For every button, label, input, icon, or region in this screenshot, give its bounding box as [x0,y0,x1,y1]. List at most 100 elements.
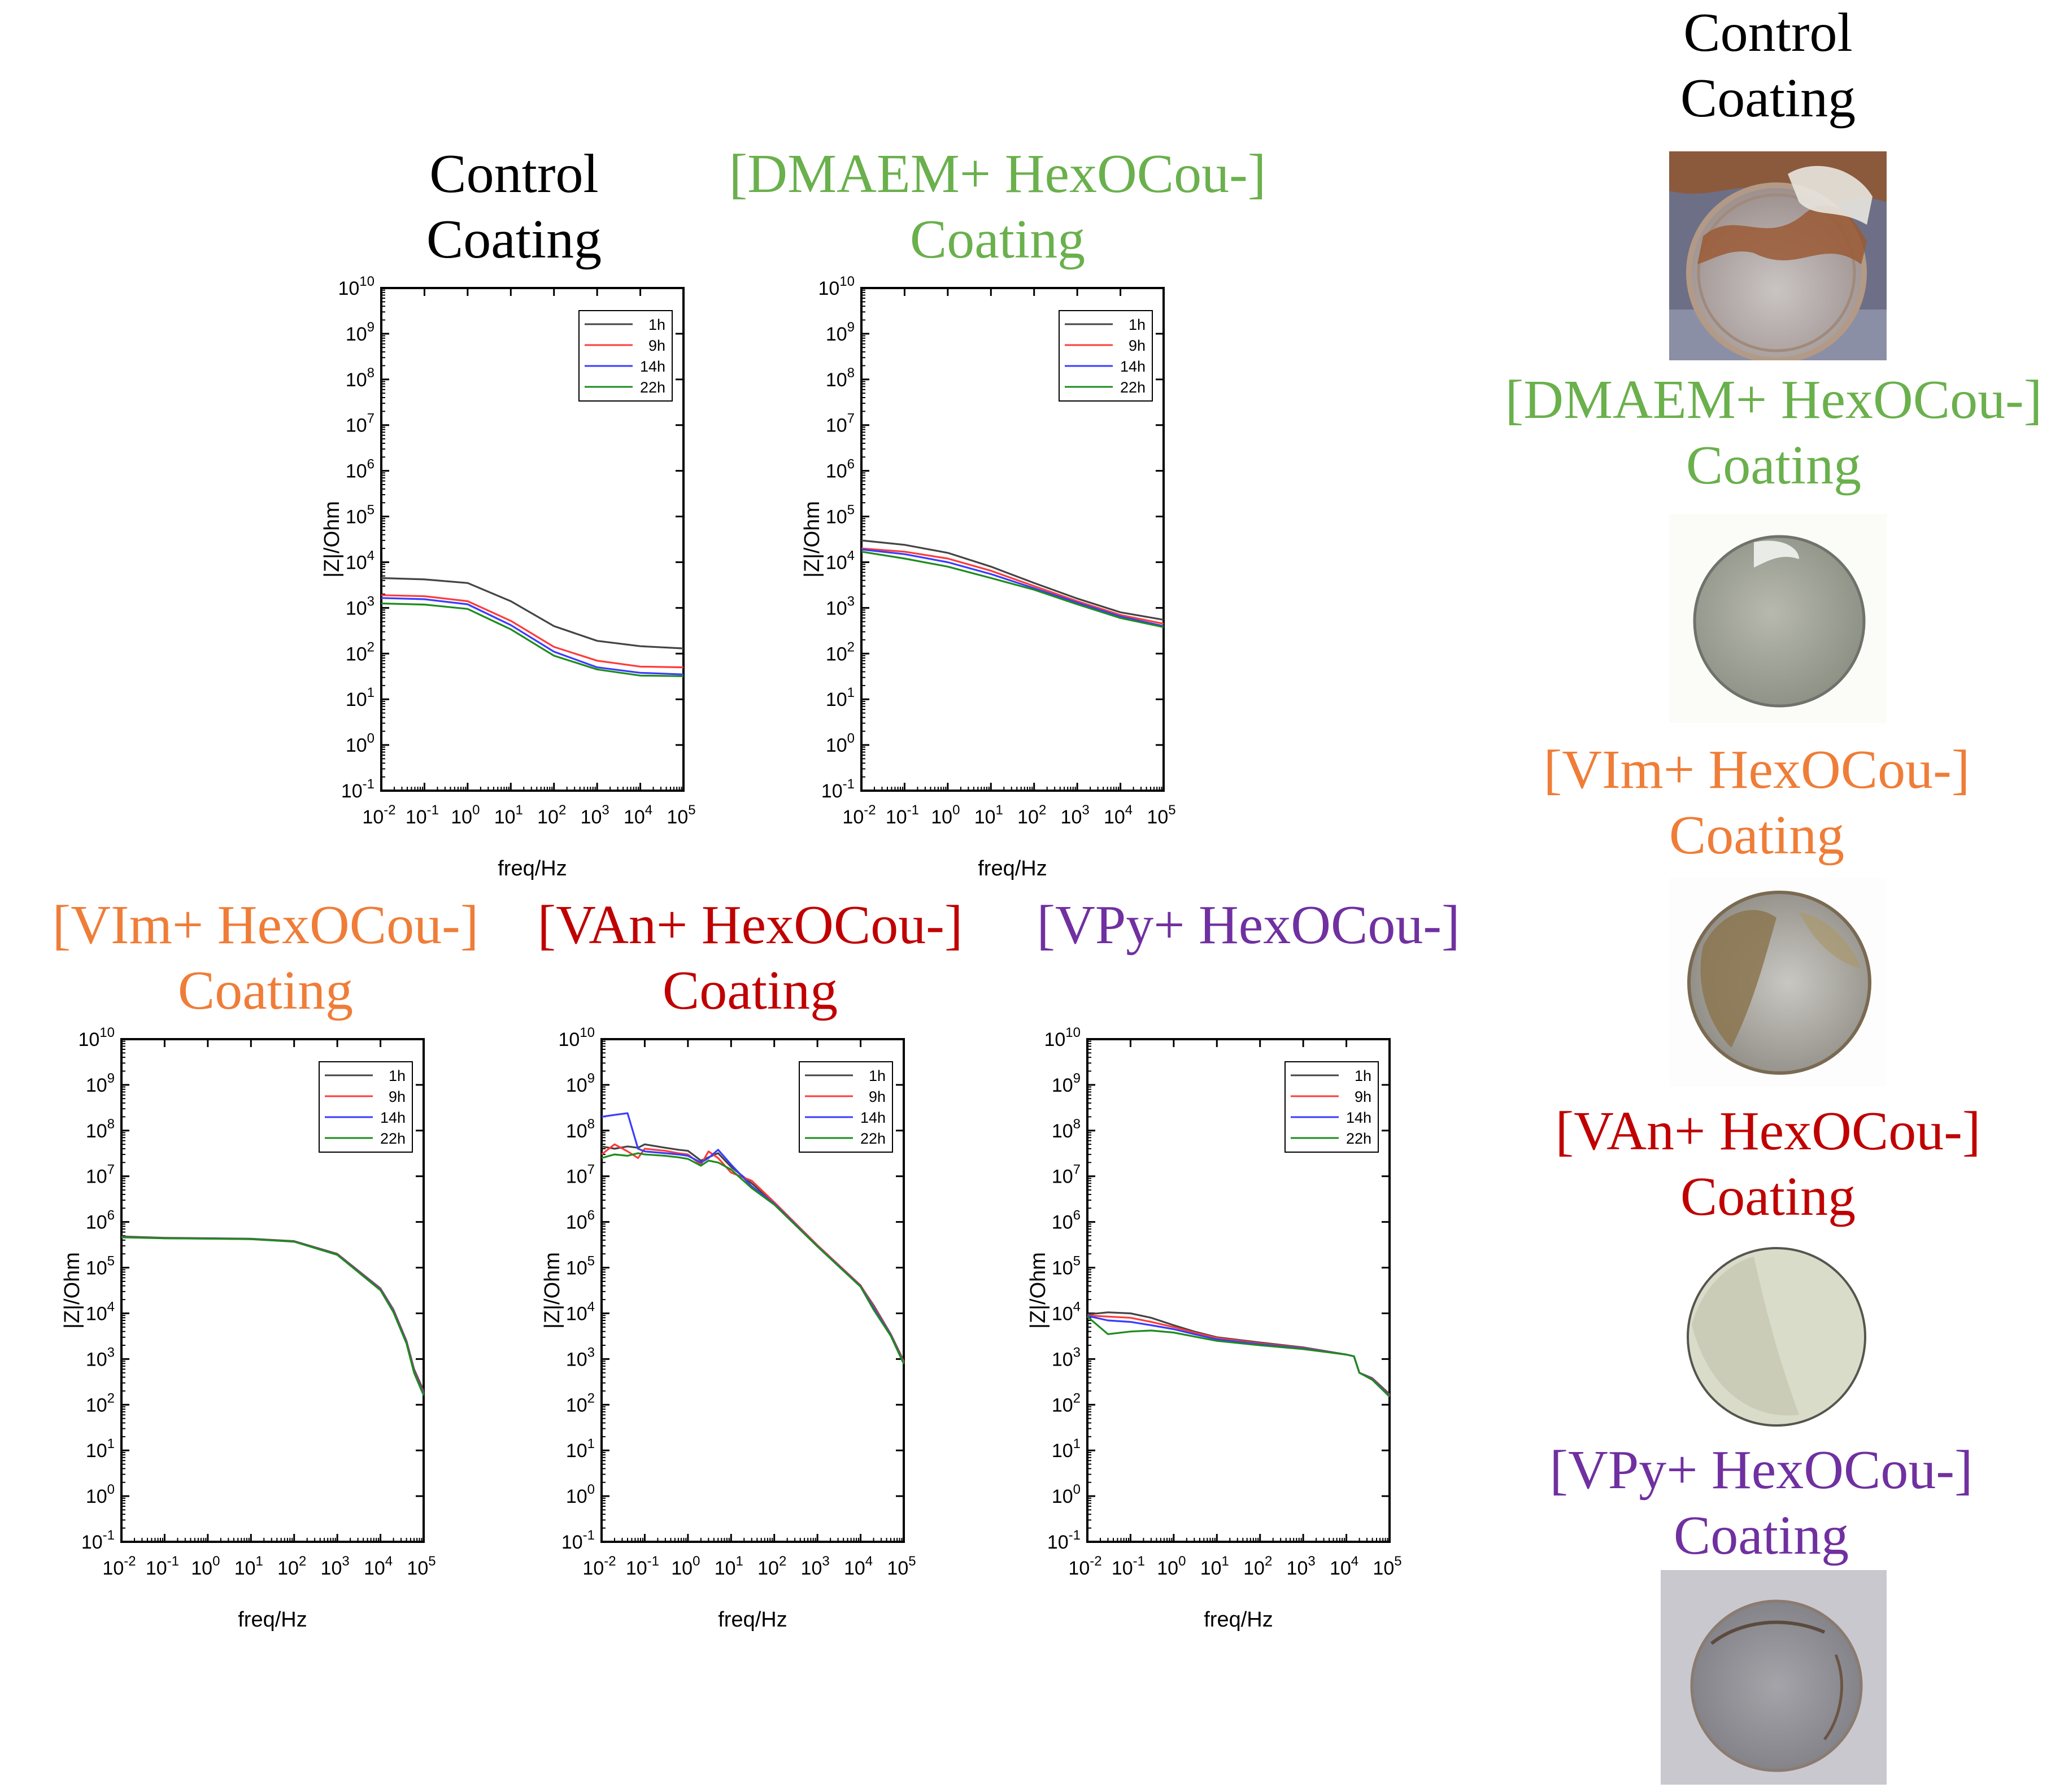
x-tick-label: 104 [1330,1554,1358,1579]
legend-label-22h: 22h [1346,1130,1371,1147]
vim-coating-photo [1669,878,1887,1087]
chart-title-vpy: [VPy+ HexOCou-] [1037,892,1460,958]
y-tick-label: 10-1 [1047,1528,1081,1553]
y-tick-label: 106 [826,457,855,482]
legend-label-14h: 14h [380,1109,406,1126]
side-label-line1: [VAn+ HexOCou-] [1555,1101,1981,1162]
y-tick-label: 100 [86,1482,115,1507]
y-tick-label: 103 [566,1345,595,1370]
control-coating-photo [1669,151,1887,360]
x-tick-label: 10-2 [362,803,395,828]
y-tick-label: 105 [826,503,855,528]
x-tick-label: 102 [277,1554,306,1579]
chart-title-line2: Coating [426,209,602,270]
side-label-vpy: [VPy+ HexOCou-] Coating [1549,1437,1972,1568]
y-tick-label: 102 [346,639,375,665]
y-tick-label: 106 [1052,1208,1081,1233]
side-label-line2: Coating [1669,805,1845,866]
y-tick-label: 100 [566,1482,595,1507]
x-axis-label: freq/Hz [978,857,1047,880]
bode-plot-control: 10-1 100 101 102 103 104 105 106 107 108 109 1010 10… [320,274,696,880]
x-tick-label: 105 [407,1554,436,1579]
x-tick-label: 10-2 [1068,1554,1101,1579]
x-tick-label: 102 [1017,803,1046,828]
x-tick-label: 104 [624,803,652,828]
legend-label-9h: 9h [1355,1088,1371,1105]
y-tick-label: 107 [1052,1162,1081,1188]
chart-title-line2: Coating [909,209,1086,270]
x-tick-label: 101 [234,1554,263,1579]
y-tick-label: 104 [566,1299,595,1324]
y-tick-label: 1010 [78,1025,115,1050]
y-axis-label: |Z|/Ohm [1026,1252,1050,1329]
bode-plot-vim: 10-1 100 101 102 103 104 105 106 107 108 109 1010 10… [60,1025,436,1632]
dmaem-coating-photo [1669,514,1887,723]
y-tick-label: 108 [826,365,855,391]
y-tick-label: 10-1 [561,1528,595,1553]
side-label-control: Control Coating [1680,0,1856,131]
y-tick-label: 101 [1052,1436,1081,1462]
y-tick-label: 1010 [338,274,375,299]
legend-label-9h: 9h [1129,337,1146,354]
y-axis-label: |Z|/Ohm [320,501,344,578]
x-tick-label: 101 [1200,1554,1229,1579]
legend-box [319,1061,413,1153]
x-axis-label: freq/Hz [718,1608,787,1632]
x-tick-label: 10-1 [146,1554,179,1579]
y-tick-label: 107 [86,1162,115,1188]
x-tick-label: 104 [1104,803,1133,828]
y-tick-label: 1010 [818,274,855,299]
y-tick-label: 103 [1052,1345,1081,1370]
side-label-line2: Coating [1686,435,1862,496]
legend-label-22h: 22h [1120,379,1146,396]
legend-box [1059,310,1153,402]
bode-plot-vpy: 10-1 100 101 102 103 104 105 106 107 108 109 1010 10… [1026,1025,1402,1632]
series-line-22h [121,1236,425,1396]
x-tick-label: 100 [671,1554,700,1579]
y-tick-label: 101 [346,685,375,710]
legend-label-14h: 14h [640,358,665,375]
x-tick-label: 103 [1061,803,1090,828]
y-tick-label: 10-1 [81,1528,115,1553]
chart-title-dmaem: [DMAEM+ HexOCou-] Coating [729,141,1266,272]
series-line-1h [381,577,684,649]
chart-title-line1: [VPy+ HexOCou-] [1037,895,1460,956]
van-coating-photo [1669,1240,1887,1432]
x-tick-label: 10-1 [1112,1554,1145,1579]
legend-label-14h: 14h [1120,358,1146,375]
x-tick-label: 101 [715,1554,743,1579]
y-tick-label: 103 [86,1345,115,1370]
side-label-dmaem: [DMAEM+ HexOCou-] Coating [1505,367,2043,498]
y-tick-label: 103 [826,594,855,619]
side-label-line2: Coating [1673,1505,1849,1566]
chart-title-van: [VAn+ HexOCou-] Coating [538,892,963,1023]
series-line-22h [1086,1315,1391,1398]
x-tick-label: 10-2 [842,803,876,828]
series-line-22h [381,602,684,677]
y-tick-label: 100 [1052,1482,1081,1507]
legend-box [799,1061,893,1153]
chart-title-line1: [DMAEM+ HexOCou-] [729,143,1266,204]
legend-label-14h: 14h [860,1109,886,1126]
legend-label-22h: 22h [380,1130,406,1147]
x-tick-label: 103 [1287,1554,1316,1579]
x-tick-label: 103 [801,1554,830,1579]
y-tick-label: 107 [346,411,375,437]
y-tick-label: 106 [86,1208,115,1233]
bode-plot-dmaem: 10-1 100 101 102 103 104 105 106 107 108 109 1010 10… [800,274,1176,880]
x-tick-label: 100 [191,1554,220,1579]
x-tick-label: 104 [364,1554,393,1579]
y-tick-label: 1010 [558,1025,595,1050]
y-axis-label: |Z|/Ohm [60,1252,84,1329]
y-axis-label: |Z|/Ohm [800,501,824,578]
y-tick-label: 109 [1052,1071,1081,1096]
legend-label-9h: 9h [869,1088,886,1105]
x-axis-label: freq/Hz [1204,1608,1273,1632]
x-tick-label: 103 [321,1554,350,1579]
x-tick-label: 100 [451,803,480,828]
y-tick-label: 100 [826,731,855,756]
chart-title-control: Control Coating [426,141,602,272]
side-label-vim: [VIm+ HexOCou-] Coating [1544,737,1970,868]
y-tick-label: 10-1 [341,777,375,802]
series-line-1h [861,539,1164,621]
